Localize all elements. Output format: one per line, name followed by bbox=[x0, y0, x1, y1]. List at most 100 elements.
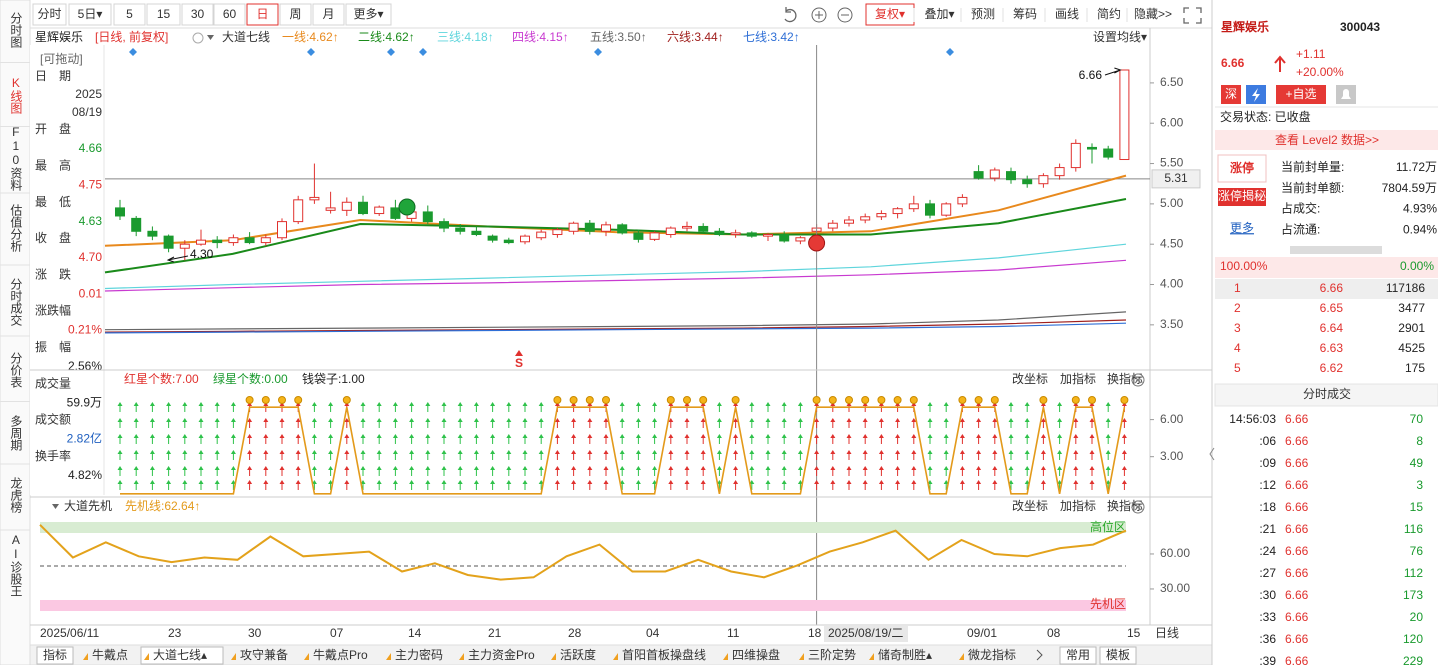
tool-label[interactable]: 隐藏>> bbox=[1134, 7, 1172, 21]
panel-button[interactable]: 换指标 bbox=[1107, 371, 1143, 386]
signal-arrow-head bbox=[830, 450, 836, 454]
candle-body bbox=[552, 229, 563, 236]
candle-body bbox=[471, 230, 482, 236]
tool-label[interactable]: 复权▾ bbox=[875, 7, 905, 21]
period-button[interactable] bbox=[279, 3, 312, 26]
zoom-in-icon[interactable] bbox=[811, 7, 827, 23]
bid-volume: 117186 bbox=[1386, 281, 1425, 295]
period-label[interactable]: 月 bbox=[322, 7, 334, 21]
period-label[interactable]: 60 bbox=[223, 7, 237, 21]
tab-button[interactable] bbox=[1099, 646, 1137, 665]
period-label[interactable]: 日 bbox=[256, 7, 268, 21]
y-tick-label: 6.00 bbox=[1160, 412, 1184, 426]
period-button[interactable] bbox=[213, 3, 246, 26]
limit-reveal[interactable]: 涨停揭秘 bbox=[1218, 188, 1266, 203]
zoom-out-icon[interactable] bbox=[837, 7, 853, 23]
info-value: 0.21% bbox=[68, 323, 102, 337]
tab-label[interactable]: 大道七线▴ bbox=[153, 648, 207, 662]
candle-body bbox=[196, 239, 206, 245]
y-tick-label: 6.50 bbox=[1160, 75, 1184, 89]
panel-button[interactable]: 改坐标 bbox=[1012, 499, 1048, 513]
period-label[interactable]: 30 bbox=[191, 7, 205, 21]
annotation-arrow bbox=[166, 255, 189, 263]
signal-arrow-head bbox=[295, 450, 301, 454]
bid-level: 5 bbox=[1234, 361, 1241, 375]
panel-button[interactable]: 改坐标 bbox=[1012, 372, 1048, 386]
side-tab[interactable]: 龙虎榜 bbox=[9, 477, 23, 514]
undo-icon[interactable] bbox=[784, 7, 797, 23]
tab-label[interactable]: 常用 bbox=[1066, 648, 1090, 662]
tab-label[interactable]: 攻守兼备 bbox=[240, 648, 288, 662]
watch-label[interactable]: +自选 bbox=[1285, 87, 1316, 101]
tab-label[interactable]: 牛戴点 bbox=[92, 647, 128, 662]
more-link[interactable]: 更多 bbox=[1230, 221, 1254, 235]
indicator-label: 钱袋子:1.00 bbox=[302, 371, 365, 386]
side-tab[interactable]: 分价表 bbox=[9, 352, 23, 388]
tool-label[interactable]: 简约 bbox=[1097, 6, 1121, 21]
side-tab[interactable]: F10资料 bbox=[9, 125, 23, 191]
signal-arrow-head bbox=[733, 434, 739, 438]
fullscreen-icon[interactable] bbox=[1183, 7, 1202, 24]
event-marker bbox=[387, 48, 395, 56]
period-button[interactable] bbox=[68, 3, 112, 26]
period-label[interactable]: 5日▾ bbox=[78, 7, 103, 21]
period-button[interactable] bbox=[181, 3, 214, 26]
side-tab[interactable]: K线图 bbox=[9, 76, 23, 114]
signal-arrow-head bbox=[814, 450, 820, 454]
period-button[interactable] bbox=[246, 3, 279, 26]
period-button[interactable] bbox=[312, 3, 345, 26]
period-label[interactable]: 分时 bbox=[37, 7, 61, 21]
tool-label[interactable]: 筹码 bbox=[1013, 7, 1037, 21]
side-tab[interactable]: 分时图 bbox=[9, 12, 23, 48]
side-tab[interactable]: 分时成交 bbox=[9, 278, 23, 327]
period-label[interactable]: 15 bbox=[157, 7, 171, 21]
signal-arrow-head bbox=[328, 434, 334, 438]
tool-label[interactable]: 预测 bbox=[971, 7, 995, 21]
period-button[interactable] bbox=[32, 3, 67, 26]
tab-label[interactable]: 储奇制胜▴ bbox=[878, 647, 932, 662]
period-button[interactable] bbox=[345, 3, 392, 26]
signal-arrow-head bbox=[344, 434, 350, 438]
limit-reveal-button[interactable] bbox=[1218, 188, 1266, 206]
tab-label[interactable]: 指标 bbox=[43, 647, 67, 662]
side-tab[interactable]: 多周期 bbox=[9, 415, 23, 451]
period-label[interactable]: 5 bbox=[126, 7, 133, 21]
tool-label[interactable]: 画线 bbox=[1055, 7, 1079, 21]
period-label[interactable]: 更多▾ bbox=[353, 7, 383, 21]
close-icon[interactable] bbox=[1131, 500, 1145, 514]
candle-body bbox=[147, 230, 158, 237]
tab-label[interactable]: 主力密码 bbox=[395, 647, 443, 662]
tool-label[interactable]: 叠加▾ bbox=[924, 7, 954, 21]
settings-button[interactable]: 设置均线▾ bbox=[1093, 30, 1147, 44]
period-button[interactable] bbox=[113, 3, 146, 26]
tab-button[interactable] bbox=[36, 646, 74, 665]
period-label[interactable]: 周 bbox=[289, 7, 301, 21]
tab-label[interactable]: 模板 bbox=[1106, 648, 1130, 662]
tab-button[interactable] bbox=[1059, 646, 1097, 665]
signal-arrow-head bbox=[1057, 450, 1063, 454]
signal-arrow-head bbox=[1057, 402, 1063, 406]
tab-label[interactable]: 微龙指标 bbox=[968, 647, 1016, 662]
tab-label[interactable]: 活跃度 bbox=[560, 647, 596, 662]
candle-body bbox=[228, 237, 239, 244]
candle-body bbox=[341, 201, 352, 211]
watch-button[interactable] bbox=[1276, 85, 1326, 104]
signal-arrow-head bbox=[441, 466, 447, 470]
side-tab[interactable]: AI诊股王 bbox=[9, 533, 23, 597]
signal-arrow-head bbox=[392, 466, 398, 470]
tab-label[interactable]: 牛戴点Pro bbox=[313, 647, 368, 662]
period-label: 日线 bbox=[1155, 626, 1179, 640]
side-tab[interactable]: 估值分析 bbox=[9, 204, 23, 253]
level2-link[interactable]: 查看 Level2 数据>> bbox=[1275, 132, 1379, 147]
bid-volume: 2901 bbox=[1398, 321, 1425, 335]
panel-button[interactable]: 换指标 bbox=[1107, 498, 1143, 513]
close-icon[interactable] bbox=[1131, 373, 1145, 387]
panel-button[interactable]: 加指标 bbox=[1060, 498, 1096, 513]
period-button[interactable] bbox=[146, 3, 181, 26]
tab-label[interactable]: 三阶定势 bbox=[808, 647, 856, 662]
tab-label[interactable]: 四维操盘 bbox=[732, 647, 780, 662]
tab-label[interactable]: 首阳首板操盘线 bbox=[622, 647, 706, 662]
panel-button[interactable]: 加指标 bbox=[1060, 371, 1096, 386]
tab-label[interactable]: 主力资金Pro bbox=[468, 647, 535, 662]
date-label: 28 bbox=[568, 626, 582, 640]
